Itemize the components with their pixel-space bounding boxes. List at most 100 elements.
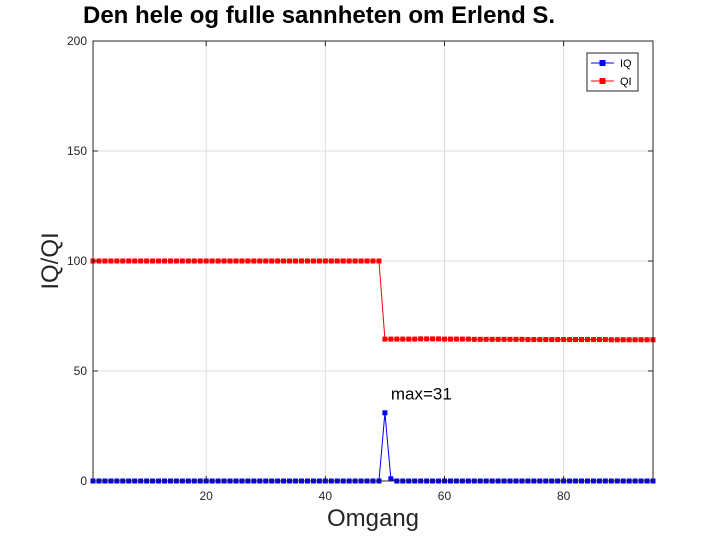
data-point-qi <box>406 336 412 342</box>
data-point-qi <box>626 337 632 343</box>
data-point-qi <box>173 258 179 264</box>
data-point-qi <box>579 337 585 343</box>
x-tick-label: 80 <box>557 489 571 503</box>
data-point-qi <box>144 258 150 264</box>
data-point-qi <box>120 258 126 264</box>
data-point-qi <box>281 258 287 264</box>
data-point-qi <box>489 336 495 342</box>
data-point-qi <box>549 337 555 343</box>
data-point-iq <box>388 476 394 482</box>
data-point-qi <box>543 337 549 343</box>
data-point-qi <box>608 337 614 343</box>
data-point-qi <box>316 258 322 264</box>
data-point-qi <box>400 336 406 342</box>
data-point-qi <box>322 258 328 264</box>
data-point-qi <box>221 258 227 264</box>
data-point-qi <box>287 258 293 264</box>
data-point-qi <box>394 336 400 342</box>
legend-label-qi: QI <box>620 76 632 88</box>
data-point-qi <box>459 336 465 342</box>
y-tick-label: 150 <box>67 144 87 158</box>
legend-label-iq: IQ <box>620 58 632 70</box>
data-point-qi <box>447 336 453 342</box>
data-point-qi <box>596 337 602 343</box>
legend: IQ QI <box>586 52 639 92</box>
data-point-qi <box>638 337 644 343</box>
data-point-qi <box>537 337 543 343</box>
plot-frame <box>92 40 654 482</box>
data-point-qi <box>531 337 537 343</box>
data-point-qi <box>465 336 471 342</box>
y-axis-label: IQ/QI <box>37 232 64 289</box>
max-annotation: max=31 <box>391 385 452 404</box>
data-point-qi <box>346 258 352 264</box>
data-point-qi <box>584 337 590 343</box>
data-point-qi <box>519 336 525 342</box>
legend-box <box>586 52 639 92</box>
data-point-qi <box>269 258 275 264</box>
data-point-qi <box>483 336 489 342</box>
data-point-qi <box>150 258 156 264</box>
data-point-qi <box>299 258 305 264</box>
data-point-qi <box>114 258 120 264</box>
data-point-qi <box>132 258 138 264</box>
data-point-qi <box>293 258 299 264</box>
data-point-qi <box>239 258 245 264</box>
data-point-qi <box>441 336 447 342</box>
data-point-qi <box>632 337 638 343</box>
data-point-qi <box>358 258 364 264</box>
data-point-qi <box>275 258 281 264</box>
data-point-qi <box>209 258 215 264</box>
data-point-qi <box>179 258 185 264</box>
data-point-qi <box>495 336 501 342</box>
data-point-qi <box>167 258 173 264</box>
x-tick-label: 40 <box>319 489 333 503</box>
data-point-qi <box>424 336 430 342</box>
y-tick-label: 200 <box>67 34 87 48</box>
data-point-qi <box>620 337 626 343</box>
data-point-qi <box>233 258 239 264</box>
y-tick-label: 100 <box>67 254 87 268</box>
data-point-qi <box>507 336 513 342</box>
data-point-qi <box>644 337 650 343</box>
data-point-qi <box>602 337 608 343</box>
data-point-qi <box>590 337 596 343</box>
x-axis-label: Omgang <box>327 505 419 532</box>
data-point-qi <box>430 336 436 342</box>
data-point-qi <box>304 258 310 264</box>
data-point-qi <box>555 337 561 343</box>
data-point-qi <box>561 337 567 343</box>
data-point-qi <box>328 258 334 264</box>
data-point-iq <box>382 410 388 416</box>
data-point-qi <box>370 258 376 264</box>
data-point-qi <box>251 258 257 264</box>
chart-title: Den hele og fulle sannheten om Erlend S. <box>83 2 555 29</box>
data-point-qi <box>227 258 233 264</box>
x-tick-label: 60 <box>438 489 452 503</box>
data-point-qi <box>245 258 251 264</box>
data-point-qi <box>215 258 221 264</box>
legend-marker-qi <box>599 78 606 84</box>
data-point-qi <box>96 258 102 264</box>
data-point-qi <box>412 336 418 342</box>
data-point-qi <box>156 258 162 264</box>
legend-marker-iq <box>599 60 606 66</box>
plot-area: 20 40 60 80 0 50 100 150 200 <box>67 34 656 503</box>
data-point-qi <box>334 258 340 264</box>
data-point-qi <box>477 336 483 342</box>
data-point-qi <box>453 336 459 342</box>
y-tick-label: 0 <box>80 474 87 488</box>
data-point-qi <box>567 337 573 343</box>
data-point-qi <box>185 258 191 264</box>
data-point-qi <box>257 258 263 264</box>
data-point-qi <box>191 258 197 264</box>
axis-ticks: 20 40 60 80 0 50 100 150 200 <box>67 34 653 503</box>
data-point-qi <box>513 336 519 342</box>
data-point-qi <box>501 336 507 342</box>
data-point-qi <box>138 258 144 264</box>
data-point-qi <box>126 258 132 264</box>
data-point-qi <box>418 336 424 342</box>
data-point-qi <box>573 337 579 343</box>
data-point-qi <box>376 258 382 264</box>
